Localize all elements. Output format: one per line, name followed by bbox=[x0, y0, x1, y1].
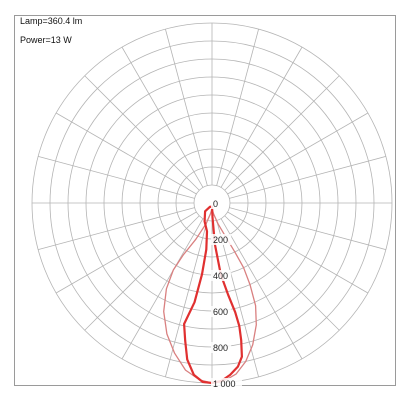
grid-spoke bbox=[229, 156, 386, 199]
grid-spoke bbox=[216, 220, 259, 377]
power-label: Power=13 W bbox=[20, 35, 72, 45]
grid-spoke bbox=[224, 215, 340, 331]
radial-tick-label: 200 bbox=[213, 235, 228, 245]
tick-label-bg bbox=[211, 270, 232, 281]
grid-spoke bbox=[229, 207, 386, 250]
radial-tick-label: 800 bbox=[213, 343, 228, 353]
grid-spoke bbox=[227, 211, 369, 294]
grid-spoke bbox=[84, 215, 200, 331]
intensity-curve-2 bbox=[183, 205, 243, 385]
grid-spoke bbox=[121, 46, 204, 188]
grid-spoke bbox=[165, 220, 208, 377]
tick-label-bg bbox=[211, 234, 232, 245]
grid-spoke bbox=[84, 75, 200, 191]
grid-spoke bbox=[220, 218, 303, 360]
grid-spoke bbox=[121, 218, 204, 360]
grid-spoke bbox=[38, 207, 195, 250]
grid-spoke bbox=[38, 156, 195, 199]
grid-spoke bbox=[55, 112, 197, 195]
tick-label-bg bbox=[211, 198, 221, 209]
lamp-flux-label: Lamp=360.4 lm bbox=[20, 16, 83, 26]
radial-tick-label: 400 bbox=[213, 271, 228, 281]
grid-spoke bbox=[55, 211, 197, 294]
tick-label-bg bbox=[211, 342, 232, 353]
grid-spoke bbox=[224, 75, 340, 191]
grid-spoke bbox=[220, 46, 303, 188]
radial-tick-label: 600 bbox=[213, 307, 228, 317]
grid-spoke bbox=[216, 29, 259, 186]
grid-spoke bbox=[165, 29, 208, 186]
grid-spoke bbox=[227, 112, 369, 195]
radial-tick-label: 0 bbox=[213, 199, 218, 209]
tick-label-bg bbox=[211, 306, 232, 317]
tick-label-bg bbox=[211, 378, 242, 389]
radial-tick-label: 1 000 bbox=[213, 379, 236, 389]
